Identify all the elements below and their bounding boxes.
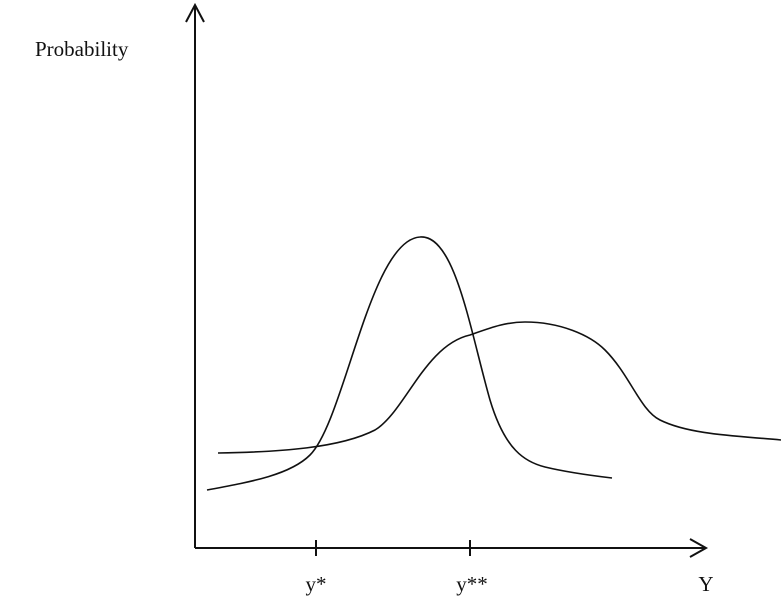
tick-label: y* bbox=[306, 572, 327, 596]
wide-distribution-curve bbox=[217, 321, 781, 454]
tick-label: y** bbox=[456, 572, 488, 596]
x-axis-arrow bbox=[689, 538, 709, 558]
narrow-distribution-curve bbox=[206, 236, 613, 491]
x-axis-label: Y bbox=[698, 572, 713, 596]
y-axis-arrow bbox=[185, 2, 205, 23]
y-axis-label: Probability bbox=[35, 37, 129, 61]
